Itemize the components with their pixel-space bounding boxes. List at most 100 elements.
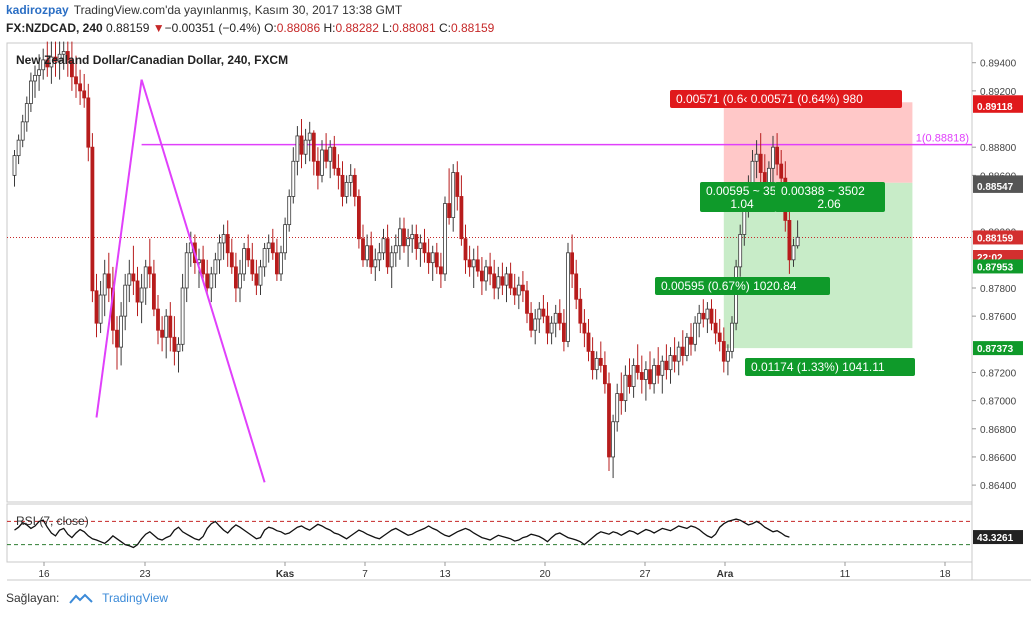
candle-body [311, 132, 316, 162]
candle-body [644, 369, 648, 380]
candle-body [795, 236, 800, 247]
y-tick-label: 0.87800 [980, 284, 1017, 295]
candle-body [537, 308, 542, 320]
candle-body [336, 167, 341, 176]
candle-body [344, 181, 349, 197]
candle-body [57, 53, 62, 62]
candle-body [611, 421, 615, 458]
chart-title: New Zealand Dollar/Canadian Dollar, 240,… [16, 53, 288, 67]
candle-body [332, 146, 337, 169]
candle-body [246, 248, 251, 261]
tradingview-link[interactable]: TradingView [102, 591, 169, 605]
price-axis-label-bg [973, 178, 1023, 193]
candle-body [680, 346, 685, 356]
candle-body [582, 322, 587, 334]
candle-body [217, 242, 222, 261]
candle-body [660, 360, 665, 376]
candle-body [533, 318, 538, 331]
candle-body [299, 135, 304, 155]
candle-body [127, 273, 132, 286]
candle-body [771, 146, 775, 169]
candle-body [701, 312, 706, 320]
candle-body [172, 336, 177, 352]
candle-body [639, 372, 644, 380]
candle-body [176, 343, 181, 352]
candle-body [303, 139, 308, 155]
candle-body [139, 287, 144, 303]
candle-body [385, 238, 390, 268]
candle-body [123, 284, 128, 317]
candle-body [434, 252, 439, 268]
candle-body [381, 238, 386, 254]
candle-body [61, 51, 66, 55]
candle-body [348, 174, 353, 183]
candle-body [713, 322, 718, 334]
candle-body [340, 174, 345, 197]
candle-body [406, 238, 411, 247]
price-axis-label: 22:02 [977, 253, 1003, 264]
candle-body [156, 308, 160, 331]
candle-body [213, 259, 218, 275]
candle-body [603, 365, 607, 385]
candle-body [242, 248, 247, 275]
candle-body [721, 341, 726, 362]
candle-body [369, 245, 374, 268]
stop-loss-zone [723, 102, 913, 183]
candle-body [377, 252, 382, 261]
candle-body [238, 273, 242, 289]
close-label: C: [438, 21, 451, 35]
candle-body [705, 308, 710, 320]
candle-body [525, 290, 529, 314]
candle-body [233, 266, 238, 289]
price-axis-label-bg [973, 259, 1023, 274]
candle-body [414, 234, 419, 249]
candle-body [70, 59, 74, 78]
change-arrow-icon: ▼ [152, 21, 165, 35]
candle-body [492, 273, 497, 289]
tradingview-logo-icon[interactable] [68, 593, 93, 605]
symbol-info: FX:NZDCAD, 240 0.88159 ▼−0.00351 (−0.4%)… [6, 21, 494, 35]
candle-body [553, 312, 558, 324]
candle-body [471, 259, 476, 268]
candle-body [393, 245, 398, 254]
candle-body [131, 273, 136, 282]
y-tick-label: 0.89400 [980, 59, 1017, 70]
candle-body [82, 90, 87, 99]
y-tick-label: 0.86800 [980, 425, 1017, 436]
candle-body [135, 280, 140, 303]
candle-body [475, 259, 480, 272]
candle-body [594, 357, 599, 371]
candle-body [726, 350, 730, 362]
candle-body [447, 203, 452, 218]
low-value: 0.88081 [392, 21, 436, 35]
y-tick-label: 0.86600 [980, 453, 1017, 464]
candle-body [53, 56, 58, 62]
pattern-line [140, 79, 266, 483]
candle-body [438, 266, 443, 275]
candle-body [754, 153, 759, 162]
candle-body [758, 153, 763, 173]
candle-body [266, 242, 271, 249]
author-name[interactable]: kadirozpay [6, 3, 69, 17]
y-tick-label: 0.87000 [980, 397, 1017, 408]
publish-info: kadirozpay TradingView.com'da yayınlanmış… [6, 3, 402, 17]
candle-body [201, 259, 206, 275]
candle-body [78, 83, 82, 92]
candle-body [668, 355, 673, 371]
candle-body [730, 322, 734, 352]
mid-label-bg [655, 277, 830, 295]
x-tick-label: 11 [840, 569, 851, 580]
candle-body [685, 336, 689, 356]
last-price: 0.88159 [106, 21, 150, 35]
candle-body [512, 287, 517, 296]
price-axis-label: 0.89118 [977, 102, 1013, 113]
candle-body [578, 298, 583, 324]
candle-body [45, 59, 50, 68]
candle-body [287, 196, 292, 226]
candle-body [74, 76, 78, 85]
candle-body [467, 259, 472, 268]
x-tick-label: 18 [939, 569, 951, 580]
candle-body [86, 97, 91, 148]
candle-body [373, 259, 378, 268]
